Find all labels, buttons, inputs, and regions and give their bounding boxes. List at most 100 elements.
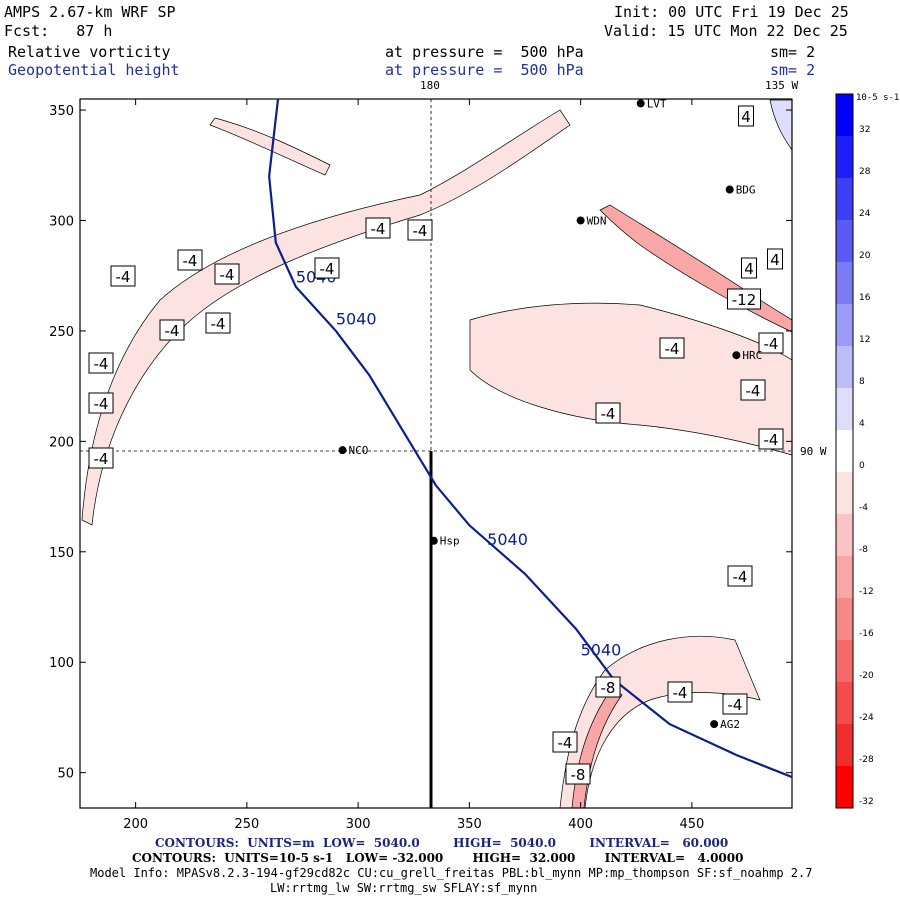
vorticity-label-box <box>407 219 433 241</box>
vorticity-band-east <box>469 302 793 456</box>
colorbar-swatch <box>836 472 853 515</box>
field2-smooth: sm= 2 <box>770 61 816 79</box>
station-marker <box>710 720 719 729</box>
vorticity-label-box <box>565 763 591 785</box>
vorticity-label-box <box>758 332 784 354</box>
station-label: HRC <box>742 349 762 362</box>
field1-smooth: sm= 2 <box>770 43 816 61</box>
vorticity-label: 4 <box>770 251 780 269</box>
x-tick-label: 400 <box>568 817 593 832</box>
vorticity-label: -4 <box>733 568 748 586</box>
station-marker <box>725 185 734 194</box>
vorticity-label-box <box>88 447 114 469</box>
colorbar-level-label: -4 <box>859 503 868 513</box>
colorbar-swatch <box>836 136 853 179</box>
vorticity-label: -8 <box>571 766 586 784</box>
vorticity-label-box <box>741 257 757 279</box>
vorticity-label: -4 <box>220 266 235 284</box>
vorticity-label: -4 <box>211 315 226 333</box>
vorticity-label: -4 <box>558 734 573 752</box>
station-marker <box>576 216 585 225</box>
vorticity-label: -4 <box>183 252 198 270</box>
field2-level: at pressure = 500 hPa <box>385 61 584 79</box>
x-tick-label: 450 <box>679 817 704 832</box>
y-tick-label: 50 <box>57 767 74 782</box>
model-title: AMPS 2.67-km WRF SP <box>4 3 176 21</box>
vorticity-label: -4 <box>673 684 688 702</box>
colorbar-swatch <box>836 346 853 389</box>
colorbar-units: 10-5 s-1 <box>856 93 900 103</box>
vorticity-label: -4 <box>94 355 109 373</box>
y-tick-label: 350 <box>49 104 74 119</box>
x-tick-label: 300 <box>346 817 371 832</box>
vorticity-label-box <box>595 676 621 698</box>
vorticity-band-upper <box>209 117 331 176</box>
vorticity-label-box <box>177 249 203 271</box>
colorbar-swatch <box>836 304 853 347</box>
colorbar-swatch <box>836 262 853 305</box>
vorticity-label: -4 <box>764 335 779 353</box>
field1-name: Relative vorticity <box>8 43 171 61</box>
vorticity-label: -4 <box>116 268 131 286</box>
station-label: WDN <box>587 214 607 227</box>
colorbar-level-label: 12 <box>859 335 870 345</box>
y-tick-label: 250 <box>49 325 74 340</box>
colorbar-swatch <box>836 220 853 263</box>
footer-model-info: Model Info: MPASv8.2.3-194-gf29cd82c CU:… <box>90 866 813 880</box>
vorticity-label-box <box>727 565 753 587</box>
colorbar-swatch <box>836 388 853 431</box>
colorbar-level-label: -16 <box>859 629 874 639</box>
station-marker <box>338 446 347 455</box>
vorticity-label: -4 <box>413 222 428 240</box>
vorticity-label-box <box>214 263 240 285</box>
vorticity-label: -4 <box>320 260 335 278</box>
vorticity-label: -4 <box>665 340 680 358</box>
vorticity-label-box <box>205 312 231 334</box>
station-label: AG2 <box>720 718 740 731</box>
vorticity-label-box <box>88 352 114 374</box>
vorticity-label: -4 <box>764 431 779 449</box>
vorticity-label-box <box>365 217 391 239</box>
geopotential-5040-contour <box>268 98 793 779</box>
station-label: LVT <box>647 97 667 110</box>
station-label: NCO <box>349 444 369 457</box>
lon-90w-label: 90 W <box>800 445 827 458</box>
plot-frame <box>79 98 793 809</box>
vorticity-label-box <box>314 257 340 279</box>
vorticity-label: -4 <box>601 405 616 423</box>
contour-label-5040: 5040 <box>487 530 528 549</box>
colorbar-level-label: -12 <box>859 587 874 597</box>
field1-level: at pressure = 500 hPa <box>385 43 584 61</box>
colorbar-level-label: 28 <box>859 167 871 177</box>
vorticity-label-box <box>88 392 114 414</box>
vorticity-label: -4 <box>728 696 743 714</box>
vorticity-label-box <box>722 693 748 715</box>
vorticity-label: -4 <box>94 450 109 468</box>
vorticity-label-box <box>738 105 754 127</box>
x-tick-label: 250 <box>234 817 259 832</box>
field2-name: Geopotential height <box>8 61 180 79</box>
footer-vorticity-contours: CONTOURS: UNITS=10-5 s-1 LOW= -32.000 HI… <box>132 851 744 865</box>
station-label: Hsp <box>440 535 460 548</box>
station-marker <box>732 351 741 360</box>
forecast-hour: Fcst: 87 h <box>4 22 113 40</box>
vorticity-label-box <box>667 681 693 703</box>
colorbar-swatch <box>836 598 853 641</box>
valid-time: Valid: 15 UTC Mon 22 Dec 25 <box>604 22 848 40</box>
vorticity-label-box <box>595 402 621 424</box>
colorbar-level-label: 32 <box>859 125 870 135</box>
y-tick-label: 200 <box>49 435 74 450</box>
colorbar-level-label: 4 <box>859 419 865 429</box>
station-label: BDG <box>736 184 756 197</box>
contour-label-5040: 5040 <box>581 641 622 660</box>
colorbar-swatch <box>836 640 853 683</box>
y-tick-label: 100 <box>49 656 74 671</box>
vorticity-label-box <box>727 288 761 310</box>
init-time: Init: 00 UTC Fri 19 Dec 25 <box>614 3 849 21</box>
colorbar-level-label: -8 <box>859 545 868 555</box>
vorticity-label: -4 <box>746 382 761 400</box>
colorbar-level-label: 0 <box>859 461 865 471</box>
vorticity-label: 4 <box>741 108 751 126</box>
colorbar-level-label: -20 <box>859 671 874 681</box>
colorbar-swatch <box>836 766 853 809</box>
